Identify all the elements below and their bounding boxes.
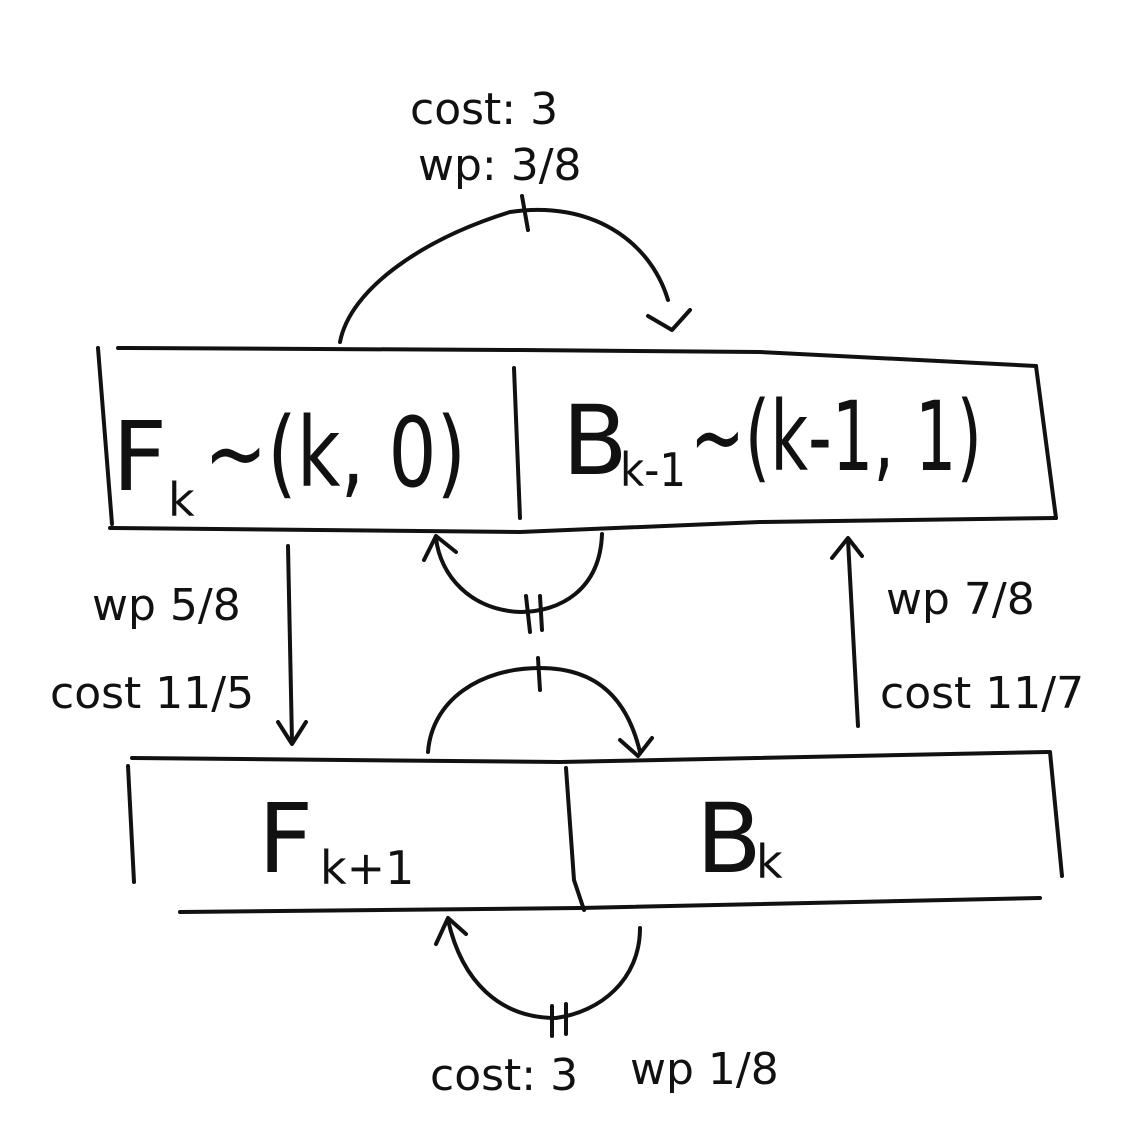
bottom-box-divider xyxy=(564,766,586,912)
bottom-box-top-edge xyxy=(130,750,1050,764)
bottom-box-right-edge xyxy=(1048,750,1064,878)
bottom-box-bottom-edge xyxy=(178,896,1042,914)
middle-lower-loop-arrow xyxy=(426,656,654,758)
top-left-cell-state: ~(k, 0) xyxy=(204,397,466,509)
right-up-arrow xyxy=(830,536,864,728)
top-left-cell-name: F xyxy=(112,401,167,513)
top-left-cell-subscript: k xyxy=(168,473,195,527)
middle-lower-loop-curve xyxy=(426,666,642,754)
bottom-loop-arrow xyxy=(434,916,642,1038)
top-box-left-edge xyxy=(96,346,114,526)
top-box-divider xyxy=(512,366,522,520)
right-up-shaft xyxy=(846,538,860,728)
top-box-top-edge xyxy=(116,346,1038,368)
left-down-cost-label: cost 11/5 xyxy=(50,668,254,719)
top-right-cell-subscript: k-1 xyxy=(620,443,686,497)
right-up-arrowhead xyxy=(830,536,864,560)
bottom-box-left-edge xyxy=(126,764,136,884)
middle-upper-loop-tick-2 xyxy=(538,594,544,632)
bottom-left-cell-subscript: k+1 xyxy=(320,841,414,895)
bottom-loop-cost-label: cost: 3 xyxy=(430,1050,578,1101)
middle-upper-loop-tick-1 xyxy=(524,594,532,634)
top-loop-tick xyxy=(520,194,530,232)
left-down-shaft xyxy=(286,544,294,744)
left-down-arrowhead xyxy=(276,720,308,746)
middle-upper-loop-curve xyxy=(434,532,604,614)
right-up-wp-label: wp 7/8 xyxy=(886,574,1035,625)
bottom-box xyxy=(126,750,1064,914)
bottom-right-cell-name: B xyxy=(696,783,762,895)
top-loop-cost-label: cost: 3 xyxy=(410,84,558,135)
bottom-left-cell-name: F xyxy=(258,783,313,895)
middle-upper-loop-arrowhead xyxy=(422,534,458,562)
top-loop-wp-label: wp: 3/8 xyxy=(418,140,582,191)
left-down-arrow xyxy=(276,544,308,746)
top-box-bottom-edge xyxy=(108,516,1058,534)
top-right-cell-state: ~(k-1, 1) xyxy=(690,381,982,493)
bottom-loop-arrowhead xyxy=(434,916,468,946)
bottom-right-cell-subscript: k xyxy=(756,835,783,889)
middle-lower-loop-arrowhead xyxy=(618,736,654,758)
bottom-loop-curve xyxy=(446,918,642,1020)
left-down-wp-label: wp 5/8 xyxy=(92,580,241,631)
top-right-cell-name: B xyxy=(562,385,628,497)
right-up-cost-label: cost 11/7 xyxy=(880,668,1084,719)
bottom-loop-wp-label: wp 1/8 xyxy=(630,1044,779,1095)
top-loop-arrowhead xyxy=(646,308,692,332)
top-loop-curve xyxy=(338,207,670,344)
middle-lower-loop-tick xyxy=(536,656,542,692)
top-box xyxy=(96,346,1058,534)
top-loop-arrow xyxy=(338,194,692,344)
middle-upper-loop-arrow xyxy=(422,532,604,634)
top-box-right-edge xyxy=(1034,364,1058,520)
